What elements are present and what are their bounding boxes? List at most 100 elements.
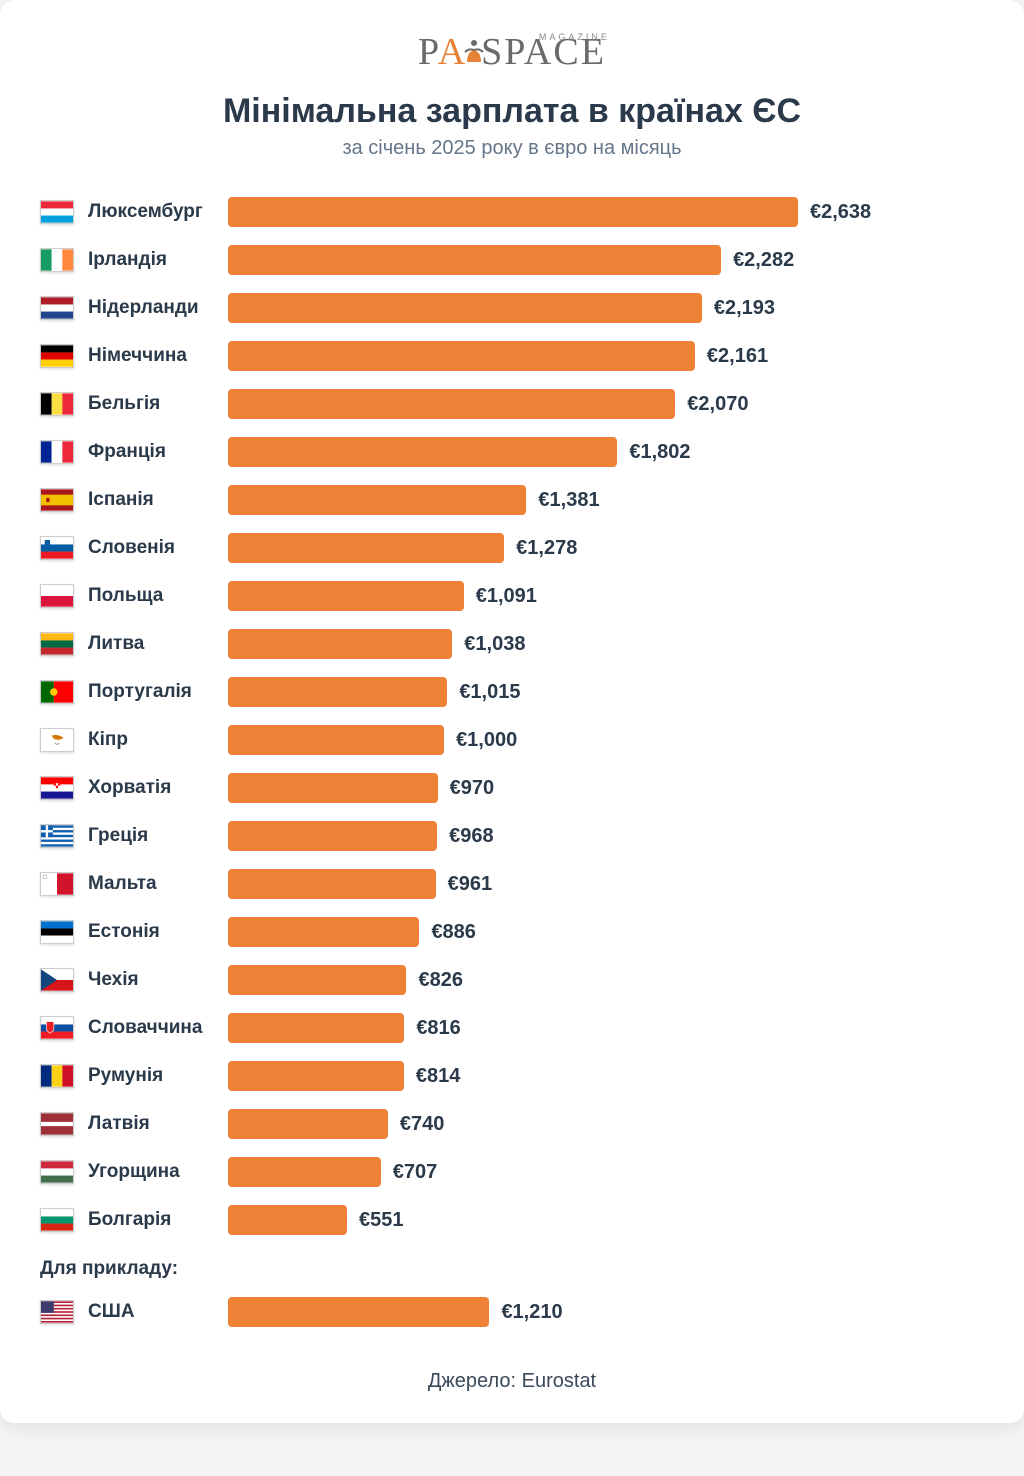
bar-area: €2,638 (228, 197, 984, 227)
bar-value: €2,282 (733, 249, 794, 272)
bar-value: €1,210 (501, 1301, 562, 1324)
bar (228, 1013, 404, 1043)
country-label: Естонія (88, 921, 228, 943)
bar-area: €961 (228, 869, 984, 899)
country-label: Словаччина (88, 1017, 228, 1039)
flag-icon (40, 1064, 74, 1088)
bar-value: €551 (359, 1209, 404, 1232)
logo-left: PA (418, 31, 467, 73)
bar-area: €2,282 (228, 245, 984, 275)
flag-icon (40, 776, 74, 800)
country-label: Мальта (88, 873, 228, 895)
country-label: Португалія (88, 681, 228, 703)
bar-area: €970 (228, 773, 984, 803)
bar (228, 629, 452, 659)
flag-icon (40, 392, 74, 416)
bar-area: €1,000 (228, 725, 984, 755)
bar-area: €707 (228, 1157, 984, 1187)
bar-area: €826 (228, 965, 984, 995)
chart-row: США €1,210 (40, 1288, 984, 1336)
chart-row: Ірландія€2,282 (40, 236, 984, 284)
country-label: Болгарія (88, 1209, 228, 1231)
country-label: Латвія (88, 1113, 228, 1135)
country-label: Кіпр (88, 729, 228, 751)
flag-icon (40, 248, 74, 272)
bar-value: €968 (449, 825, 494, 848)
chart-row: Болгарія €551 (40, 1196, 984, 1244)
flag-icon (40, 536, 74, 560)
country-label: Румунія (88, 1065, 228, 1087)
bar-value: €970 (450, 777, 495, 800)
bar (228, 341, 695, 371)
chart-rows: Люксембург€2,638Ірландія€2,282Нідерланди… (40, 188, 984, 1244)
bar-value: €961 (448, 873, 493, 896)
flag-icon (40, 1160, 74, 1184)
flag-icon (40, 632, 74, 656)
bar (228, 1061, 404, 1091)
bar (228, 821, 437, 851)
flag-icon (40, 296, 74, 320)
chart-row: Хорватія€970 (40, 764, 984, 812)
flag-icon (40, 1208, 74, 1232)
bar-area: €816 (228, 1013, 984, 1043)
bar-value: €1,802 (629, 441, 690, 464)
flag-icon (40, 824, 74, 848)
bar-value: €1,038 (464, 633, 525, 656)
country-label: Франція (88, 441, 228, 463)
chart-row: Чехія€826 (40, 956, 984, 1004)
bar-value: €2,193 (714, 297, 775, 320)
bar-value: €886 (431, 921, 476, 944)
flag-icon (40, 344, 74, 368)
bar-area: €1,381 (228, 485, 984, 515)
chart-row: Бельгія €2,070 (40, 380, 984, 428)
chart-row: Угорщина€707 (40, 1148, 984, 1196)
bar (228, 1157, 381, 1187)
chart-row: Латвія€740 (40, 1100, 984, 1148)
bar-area: €740 (228, 1109, 984, 1139)
bar-value: €814 (416, 1065, 461, 1088)
chart-row: Мальта €961 (40, 860, 984, 908)
example-label: Для прикладу: (40, 1258, 984, 1280)
country-label: Бельгія (88, 393, 228, 415)
country-label: Литва (88, 633, 228, 655)
bar (228, 677, 447, 707)
flag-icon (40, 584, 74, 608)
bar (228, 773, 438, 803)
chart-row: Нідерланди€2,193 (40, 284, 984, 332)
bar-value: €2,070 (687, 393, 748, 416)
bar (228, 293, 702, 323)
source-text: Джерело: Eurostat (40, 1370, 984, 1393)
chart-card: PASPACE MAGAZINE Мінімальна зарплата в к… (0, 0, 1024, 1423)
bar-area: €1,015 (228, 677, 984, 707)
bar-value: €1,278 (516, 537, 577, 560)
flag-icon (40, 728, 74, 752)
logo-person-icon (463, 32, 485, 60)
country-label: Іспанія (88, 489, 228, 511)
bar-area: €1,278 (228, 533, 984, 563)
bar (228, 1297, 489, 1327)
bar (228, 725, 444, 755)
bar-area: €551 (228, 1205, 984, 1235)
bar-area: €2,070 (228, 389, 984, 419)
flag-icon (40, 488, 74, 512)
flag-icon (40, 440, 74, 464)
chart-row: Словаччина€816 (40, 1004, 984, 1052)
chart-row: Іспанія€1,381 (40, 476, 984, 524)
bar-area: €968 (228, 821, 984, 851)
country-label: Греція (88, 825, 228, 847)
flag-icon (40, 200, 74, 224)
bar-area: €814 (228, 1061, 984, 1091)
chart-row: Люксембург€2,638 (40, 188, 984, 236)
flag-icon (40, 968, 74, 992)
country-label: Німеччина (88, 345, 228, 367)
logo-magazine: MAGAZINE (539, 32, 610, 42)
bar-area: €2,161 (228, 341, 984, 371)
bar-area: €1,038 (228, 629, 984, 659)
bar-area: €1,210 (228, 1297, 984, 1327)
country-label: США (88, 1301, 228, 1323)
bar-value: €1,091 (476, 585, 537, 608)
chart-row: Франція €1,802 (40, 428, 984, 476)
logo: PASPACE MAGAZINE (40, 30, 984, 74)
flag-icon (40, 920, 74, 944)
bar (228, 1205, 347, 1235)
